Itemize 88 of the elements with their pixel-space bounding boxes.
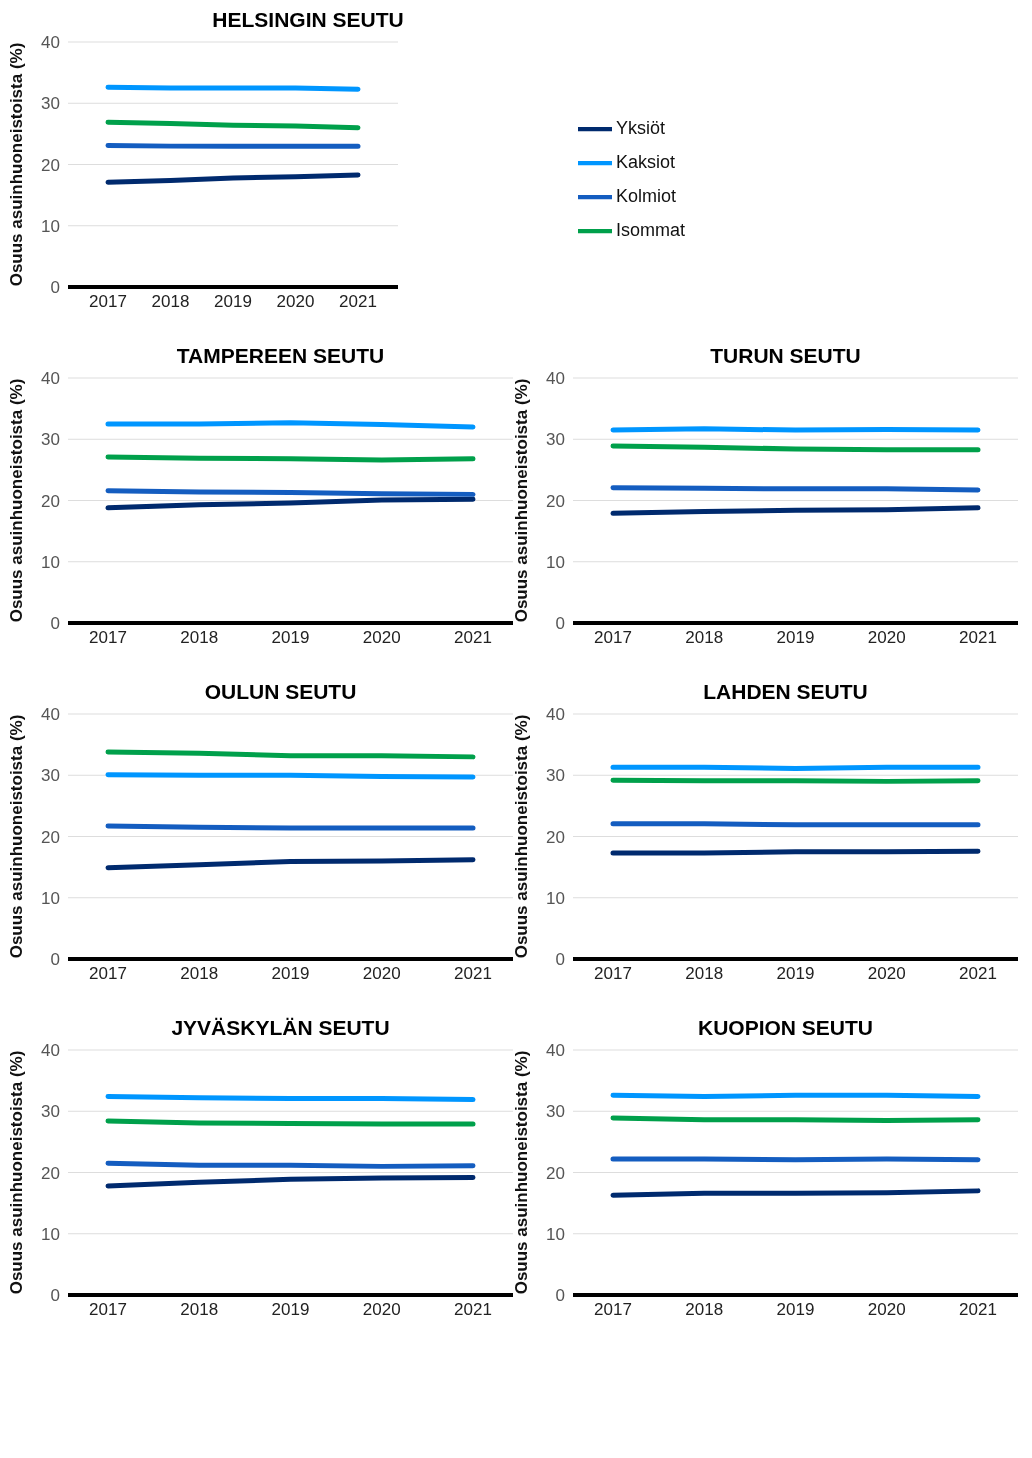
y-tick-label: 10 bbox=[41, 1224, 60, 1244]
legend-label: Kolmiot bbox=[616, 185, 677, 206]
y-axis-title: Osuus asuinhuoneistoista (%) bbox=[512, 1050, 532, 1295]
y-tick-label: 20 bbox=[41, 827, 60, 847]
y-tick-label: 20 bbox=[546, 1163, 565, 1183]
y-tick-label: 30 bbox=[41, 1102, 60, 1122]
x-tick-label: 2018 bbox=[685, 964, 724, 984]
x-tick-label: 2017 bbox=[594, 1300, 632, 1320]
x-tick-label: 2021 bbox=[454, 628, 492, 648]
chart-title: JYVÄSKYLÄN SEUTU bbox=[170, 1016, 391, 1040]
x-tick-label: 2021 bbox=[454, 1300, 492, 1320]
x-tick-label: 2017 bbox=[89, 964, 127, 984]
x-tick-label: 2018 bbox=[180, 1300, 219, 1320]
y-axis-title: Osuus asuinhuoneistoista (%) bbox=[512, 714, 532, 959]
x-tick-label: 2020 bbox=[867, 1300, 906, 1320]
y-tick-label: 10 bbox=[546, 888, 565, 908]
x-tick-label: 2018 bbox=[151, 292, 190, 312]
y-tick-label: 30 bbox=[41, 766, 60, 786]
x-tick-label: 2021 bbox=[959, 1300, 997, 1320]
y-tick-label: 40 bbox=[546, 705, 565, 725]
y-axis-title: Osuus asuinhuoneistoista (%) bbox=[7, 378, 27, 623]
y-tick-label: 40 bbox=[41, 705, 60, 725]
x-tick-label: 2017 bbox=[594, 628, 632, 648]
y-tick-label: 0 bbox=[50, 1286, 60, 1306]
legend-label: Isommat bbox=[616, 219, 686, 240]
y-tick-label: 40 bbox=[546, 1041, 565, 1061]
y-tick-label: 0 bbox=[555, 614, 565, 634]
y-tick-label: 30 bbox=[41, 94, 60, 114]
x-tick-label: 2020 bbox=[362, 964, 401, 984]
x-tick-label: 2019 bbox=[776, 964, 815, 984]
x-tick-label: 2020 bbox=[362, 628, 401, 648]
y-tick-label: 20 bbox=[546, 827, 565, 847]
legend-label: Kaksiot bbox=[616, 151, 676, 172]
y-axis-title: Osuus asuinhuoneistoista (%) bbox=[512, 378, 532, 623]
y-tick-label: 40 bbox=[41, 369, 60, 389]
y-tick-label: 0 bbox=[50, 614, 60, 634]
y-tick-label: 10 bbox=[546, 1224, 565, 1244]
x-tick-label: 2018 bbox=[685, 628, 724, 648]
x-tick-label: 2017 bbox=[594, 964, 632, 984]
y-tick-label: 20 bbox=[41, 491, 60, 511]
x-tick-label: 2018 bbox=[180, 964, 219, 984]
legend-label: Yksiöt bbox=[616, 117, 666, 138]
y-tick-label: 40 bbox=[41, 1041, 60, 1061]
y-tick-label: 20 bbox=[41, 155, 60, 175]
y-tick-label: 30 bbox=[546, 430, 565, 450]
x-tick-label: 2017 bbox=[89, 292, 127, 312]
chart-title: TAMPEREEN SEUTU bbox=[175, 344, 386, 368]
y-tick-label: 30 bbox=[41, 430, 60, 450]
x-tick-label: 2020 bbox=[867, 964, 906, 984]
x-tick-label: 2018 bbox=[180, 628, 219, 648]
x-tick-label: 2019 bbox=[271, 964, 310, 984]
y-tick-label: 20 bbox=[546, 491, 565, 511]
y-tick-label: 30 bbox=[546, 1102, 565, 1122]
chart-title: LAHDEN SEUTU bbox=[702, 680, 869, 704]
y-axis-title: Osuus asuinhuoneistoista (%) bbox=[7, 1050, 27, 1295]
x-tick-label: 2018 bbox=[685, 1300, 724, 1320]
y-tick-label: 0 bbox=[50, 278, 60, 298]
x-tick-label: 2017 bbox=[89, 628, 127, 648]
x-tick-label: 2021 bbox=[339, 292, 377, 312]
chart-title: HELSINGIN SEUTU bbox=[211, 8, 405, 32]
x-tick-label: 2020 bbox=[276, 292, 315, 312]
y-tick-label: 0 bbox=[555, 1286, 565, 1306]
y-tick-label: 10 bbox=[546, 552, 565, 572]
chart-title: KUOPION SEUTU bbox=[697, 1016, 874, 1040]
x-tick-label: 2017 bbox=[89, 1300, 127, 1320]
y-tick-label: 10 bbox=[41, 552, 60, 572]
chart-title: TURUN SEUTU bbox=[709, 344, 862, 368]
x-tick-label: 2019 bbox=[214, 292, 252, 312]
y-tick-label: 20 bbox=[41, 1163, 60, 1183]
chart-title: OULUN SEUTU bbox=[203, 680, 358, 704]
x-tick-label: 2019 bbox=[776, 1300, 815, 1320]
x-tick-label: 2019 bbox=[271, 628, 310, 648]
y-tick-label: 10 bbox=[41, 216, 60, 236]
y-axis-title: Osuus asuinhuoneistoista (%) bbox=[7, 42, 27, 287]
y-tick-label: 10 bbox=[41, 888, 60, 908]
x-tick-label: 2021 bbox=[454, 964, 492, 984]
x-tick-label: 2019 bbox=[776, 628, 815, 648]
x-tick-label: 2019 bbox=[271, 1300, 310, 1320]
x-tick-label: 2020 bbox=[867, 628, 906, 648]
y-tick-label: 0 bbox=[555, 950, 565, 970]
y-tick-label: 0 bbox=[50, 950, 60, 970]
x-tick-label: 2021 bbox=[959, 628, 997, 648]
x-tick-label: 2021 bbox=[959, 964, 997, 984]
y-tick-label: 40 bbox=[546, 369, 565, 389]
y-tick-label: 30 bbox=[546, 766, 565, 786]
y-axis-title: Osuus asuinhuoneistoista (%) bbox=[7, 714, 27, 959]
x-tick-label: 2020 bbox=[362, 1300, 401, 1320]
y-tick-label: 40 bbox=[41, 33, 60, 53]
